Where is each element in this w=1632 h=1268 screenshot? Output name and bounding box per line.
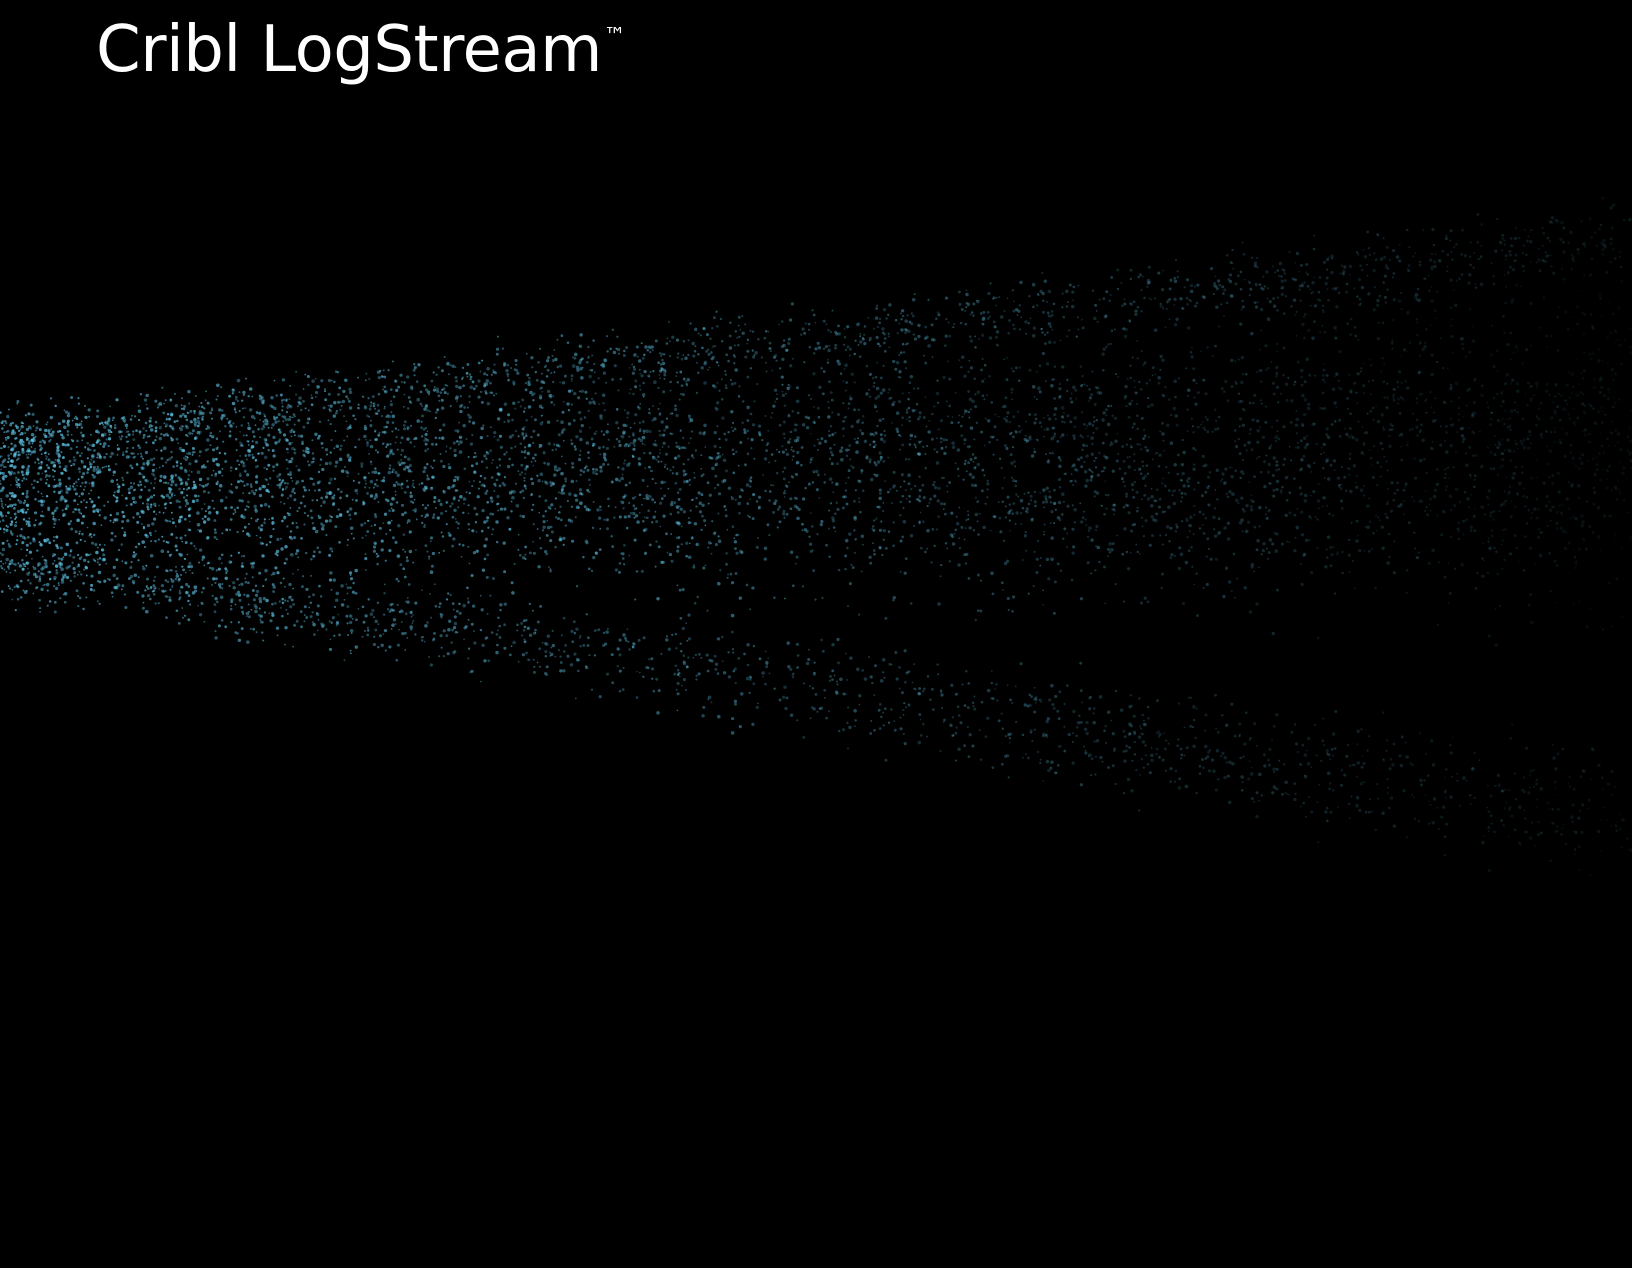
brand-name: Cribl LogStream <box>96 13 602 87</box>
page-title: Cribl LogStream™ <box>96 12 626 89</box>
trademark-symbol: ™ <box>603 24 626 49</box>
